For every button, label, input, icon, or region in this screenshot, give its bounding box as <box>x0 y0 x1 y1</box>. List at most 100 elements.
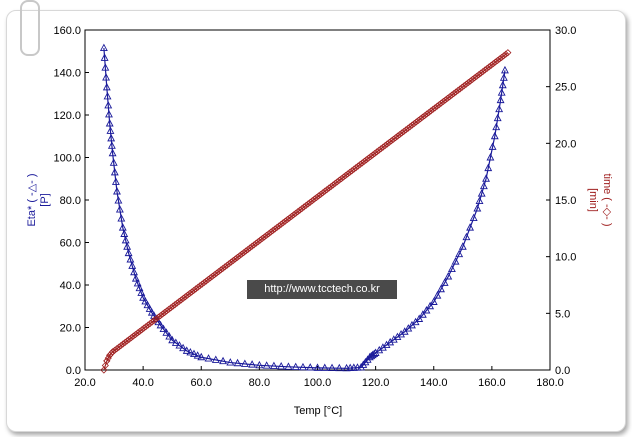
time-point <box>161 308 169 317</box>
eta-point <box>162 328 171 336</box>
time-point <box>323 186 331 194</box>
time-point <box>319 189 327 197</box>
eta-point <box>335 363 344 372</box>
time-point <box>412 118 420 126</box>
time-point <box>235 252 244 260</box>
eta-point <box>437 284 445 293</box>
time-point <box>383 140 391 148</box>
svg-text:time ( -◇- ): time ( -◇- ) <box>601 173 613 226</box>
time-point <box>312 193 321 202</box>
time-point <box>129 332 137 340</box>
time-point <box>140 324 148 332</box>
eta-point <box>475 196 484 205</box>
time-point <box>256 236 264 244</box>
x-tick-label: 140.0 <box>420 377 448 389</box>
time-point <box>389 135 398 143</box>
time-point <box>358 159 366 167</box>
eta-point <box>440 278 449 286</box>
eta-point <box>277 361 286 370</box>
eta-point <box>133 278 142 287</box>
time-point <box>333 178 341 186</box>
time-point <box>493 56 502 65</box>
time-point <box>175 297 183 306</box>
time-point <box>356 160 364 169</box>
time-point <box>414 116 422 124</box>
y-right-tick-label: 20.0 <box>555 138 576 150</box>
eta-point <box>429 297 438 305</box>
time-point <box>369 151 377 159</box>
x-axis-label: Temp [°C] <box>294 405 342 417</box>
eta-point <box>105 110 113 118</box>
eta-point <box>156 320 165 329</box>
eta-point <box>328 363 336 372</box>
time-point <box>177 296 185 304</box>
time-point <box>364 154 373 162</box>
time-point <box>219 264 227 272</box>
time-point <box>377 145 385 153</box>
time-point <box>500 52 508 60</box>
time-point <box>292 209 300 217</box>
eta-point <box>137 288 146 296</box>
time-point <box>391 134 400 142</box>
time-point <box>287 212 296 221</box>
time-point <box>456 85 464 93</box>
x-tick-label: 80.0 <box>249 377 270 389</box>
time-point <box>329 181 337 189</box>
eta-point <box>226 358 235 366</box>
time-point <box>346 168 354 176</box>
time-point <box>194 283 202 291</box>
y-left-tick-label: 80.0 <box>60 195 81 207</box>
eta-point <box>175 341 184 349</box>
time-point <box>300 203 308 211</box>
time-point <box>331 179 339 187</box>
time-point <box>464 79 472 87</box>
x-tick-label: 160.0 <box>478 377 506 389</box>
y-left-tick-label: 160.0 <box>53 25 81 37</box>
time-point <box>227 258 235 266</box>
paper-clip-icon <box>20 0 40 56</box>
time-point <box>169 302 177 310</box>
time-point <box>400 127 408 135</box>
time-point <box>310 195 318 203</box>
time-point <box>206 274 214 282</box>
eta-point <box>103 91 112 100</box>
eta-point <box>482 174 491 182</box>
y-right-tick-label: 0.0 <box>555 365 570 377</box>
eta-point <box>299 362 307 371</box>
svg-text:Eta* ( -△- ): Eta* ( -△- ) <box>26 173 38 226</box>
time-point <box>446 93 454 101</box>
eta-point <box>291 362 300 371</box>
eta-point <box>306 363 315 371</box>
time-point <box>454 86 462 95</box>
time-point <box>342 171 350 180</box>
eta-point <box>126 255 135 263</box>
time-point <box>225 260 233 268</box>
time-point <box>125 335 133 343</box>
time-point <box>246 244 254 252</box>
time-point <box>183 291 192 299</box>
time-point <box>495 55 504 63</box>
eta-point <box>105 119 114 127</box>
time-point <box>101 361 109 370</box>
time-point <box>238 250 246 258</box>
time-point <box>152 315 160 323</box>
time-point <box>165 305 173 313</box>
time-point <box>138 326 146 334</box>
time-point <box>115 343 123 351</box>
time-point <box>171 301 179 309</box>
time-point <box>314 192 323 200</box>
time-point <box>423 110 431 118</box>
time-point <box>504 49 512 57</box>
eta-point <box>171 338 180 346</box>
y-right-tick-label: 10.0 <box>555 252 576 264</box>
eta-point <box>186 348 195 356</box>
eta-point <box>444 272 453 280</box>
eta-point <box>145 304 154 312</box>
eta-point <box>106 126 115 134</box>
time-point <box>498 53 506 61</box>
time-point <box>100 366 108 374</box>
eta-point <box>486 153 495 161</box>
eta-point <box>262 361 271 369</box>
series-eta <box>99 43 509 372</box>
